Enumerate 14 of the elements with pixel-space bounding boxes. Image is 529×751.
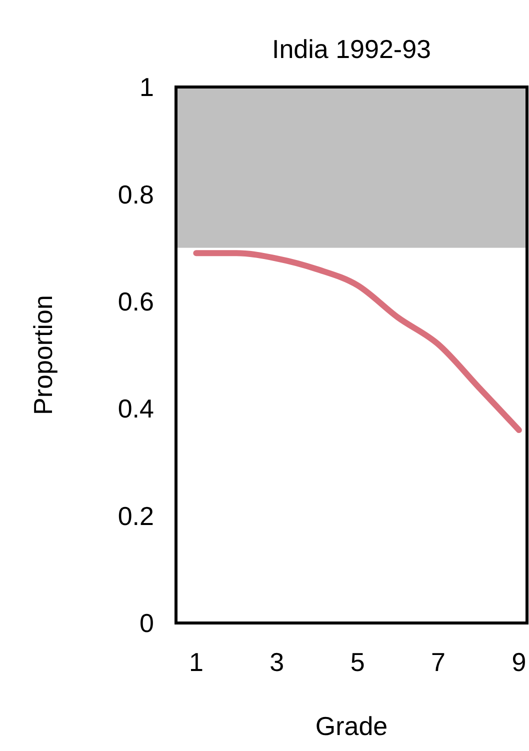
- y-tick-label: 0.6: [118, 286, 154, 316]
- chart-title: India 1992-93: [272, 34, 432, 64]
- x-tick-label: 5: [350, 647, 365, 677]
- x-tick-label: 9: [512, 647, 526, 677]
- y-tick-label: 0.8: [118, 179, 154, 210]
- y-tick-label: 0: [140, 608, 154, 638]
- x-tick-label: 1: [188, 647, 204, 677]
- x-tick-label: 3: [270, 647, 284, 677]
- y-tick-label: 1: [140, 72, 154, 102]
- y-tick-label: 0.4: [118, 394, 154, 424]
- x-axis-title: Grade: [315, 711, 388, 741]
- y-axis-title: Proportion: [28, 295, 58, 415]
- y-tick-label: 0.2: [118, 500, 154, 531]
- x-tick-label: 7: [431, 647, 446, 677]
